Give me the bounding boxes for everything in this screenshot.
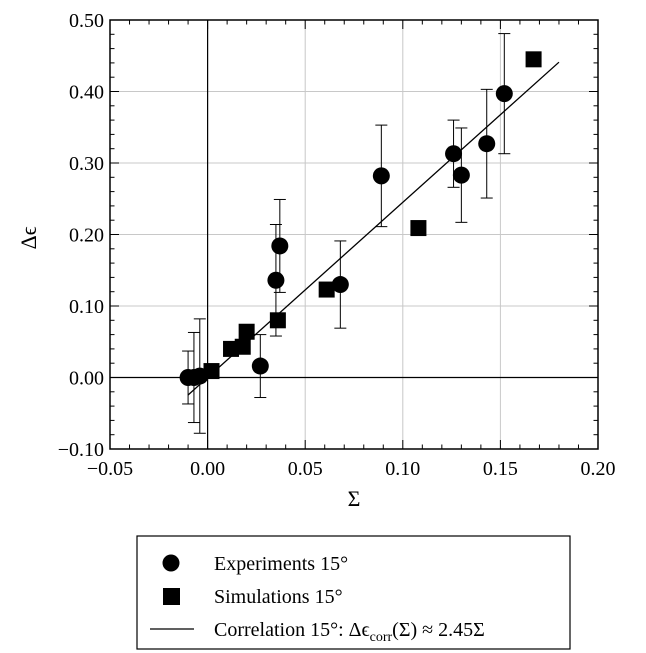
x-tick-label: 0.10 [385, 458, 420, 480]
simulation-point [238, 323, 255, 340]
x-tick-labels: −0.05 0.00 0.05 0.10 0.15 0.20 [87, 458, 616, 480]
simulation-point [525, 51, 542, 68]
y-tick-labels: −0.10 0.00 0.10 0.20 0.30 0.40 0.50 [58, 10, 104, 461]
experiment-point [452, 166, 470, 184]
y-tick-label: −0.10 [58, 439, 104, 461]
y-axis-label: Δϵ [16, 226, 41, 249]
experiment-point [478, 135, 496, 153]
legend-label-experiments: Experiments 15° [214, 553, 348, 575]
x-tick-label: 0.15 [483, 458, 518, 480]
experiment-point [271, 237, 289, 255]
y-tick-label: 0.50 [69, 10, 104, 32]
simulation-point [234, 338, 251, 355]
simulation-point [410, 220, 427, 237]
error-bars [182, 33, 511, 434]
experiment-point [495, 85, 513, 103]
experiment-point [372, 167, 390, 185]
legend-correlation-subscript: corr [370, 630, 393, 645]
legend-correlation-main: Correlation 15°: Δϵ [214, 619, 370, 641]
legend-label-simulations: Simulations 15° [214, 586, 343, 608]
data-markers [179, 51, 542, 386]
legend-box [136, 535, 571, 650]
experiment-point [267, 271, 285, 289]
grid-lines [110, 20, 598, 449]
legend-marker-simulations [163, 588, 180, 605]
x-tick-label: 0.05 [288, 458, 323, 480]
y-tick-label: 0.30 [69, 153, 104, 175]
legend: Experiments 15° Simulations 15° Correlat… [136, 535, 571, 650]
simulation-point [269, 312, 286, 329]
legend-marker-experiments [162, 554, 180, 572]
y-tick-label: 0.20 [69, 225, 104, 247]
experiment-point [445, 145, 463, 163]
experiment-point [251, 357, 269, 375]
y-tick-label: 0.00 [69, 368, 104, 390]
legend-correlation-suffix: (Σ) ≈ 2.45Σ [392, 619, 485, 641]
experiment-point [331, 276, 349, 294]
simulation-point [203, 363, 220, 380]
y-tick-label: 0.10 [69, 296, 104, 318]
legend-label-correlation: Correlation 15°: Δϵcorr(Σ) ≈ 2.45Σ [214, 619, 485, 645]
x-tick-label: −0.05 [87, 458, 133, 480]
simulation-point [318, 281, 335, 298]
x-tick-label: 0.20 [581, 458, 616, 480]
x-axis-label: Σ [348, 486, 361, 511]
tick-marks [109, 19, 599, 450]
x-tick-label: 0.00 [190, 458, 225, 480]
y-tick-label: 0.40 [69, 82, 104, 104]
